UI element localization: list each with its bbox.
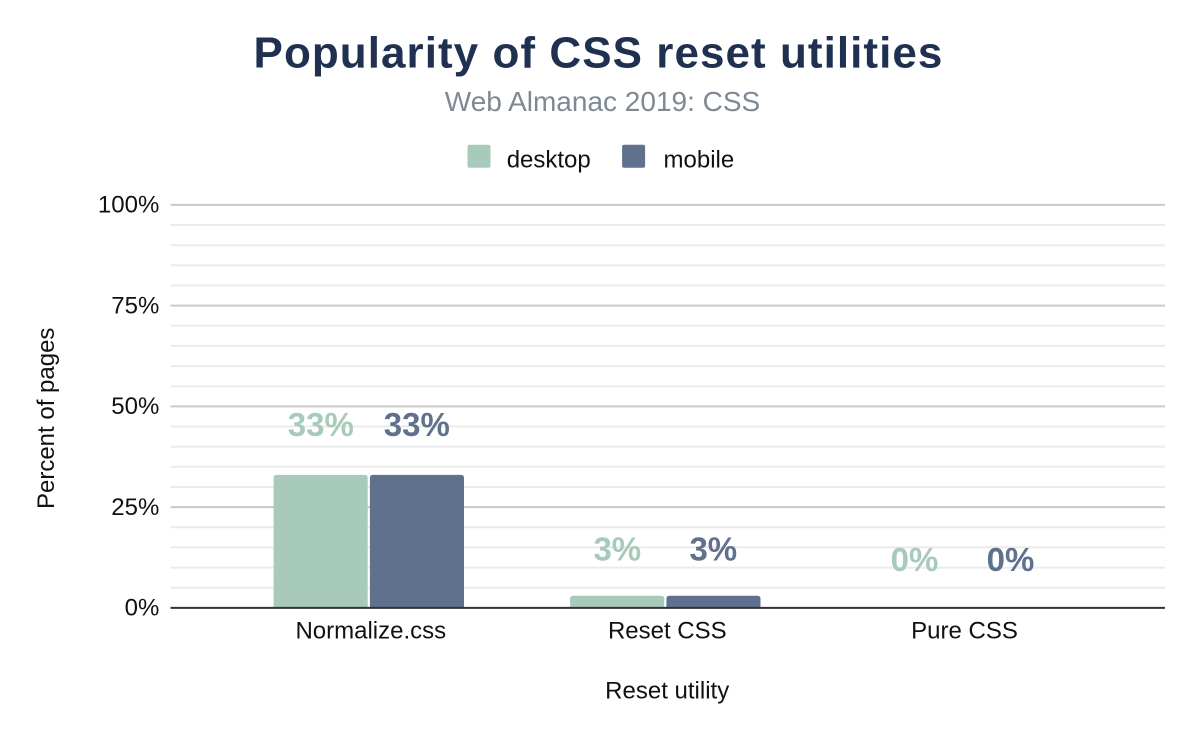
svg-text:100%: 100%	[98, 192, 159, 219]
svg-text:mobile: mobile	[664, 146, 735, 173]
svg-text:0%: 0%	[125, 595, 160, 622]
svg-text:0%: 0%	[891, 541, 939, 578]
svg-text:0%: 0%	[987, 541, 1035, 578]
svg-text:Web Almanac 2019: CSS: Web Almanac 2019: CSS	[445, 86, 760, 117]
svg-text:75%: 75%	[111, 292, 159, 319]
svg-text:Pure CSS: Pure CSS	[911, 617, 1018, 644]
svg-text:33%: 33%	[288, 406, 354, 443]
svg-text:Percent of pages: Percent of pages	[33, 328, 60, 509]
svg-text:Reset utility: Reset utility	[605, 678, 729, 705]
svg-text:33%: 33%	[384, 406, 450, 443]
svg-text:25%: 25%	[111, 494, 159, 521]
svg-text:Reset CSS: Reset CSS	[608, 617, 727, 644]
svg-text:Normalize.css: Normalize.css	[295, 617, 446, 644]
svg-text:desktop: desktop	[507, 146, 591, 173]
svg-text:3%: 3%	[689, 530, 737, 567]
svg-text:50%: 50%	[111, 393, 159, 420]
svg-text:Popularity of CSS reset utilit: Popularity of CSS reset utilities	[254, 29, 944, 78]
svg-text:3%: 3%	[593, 530, 641, 567]
